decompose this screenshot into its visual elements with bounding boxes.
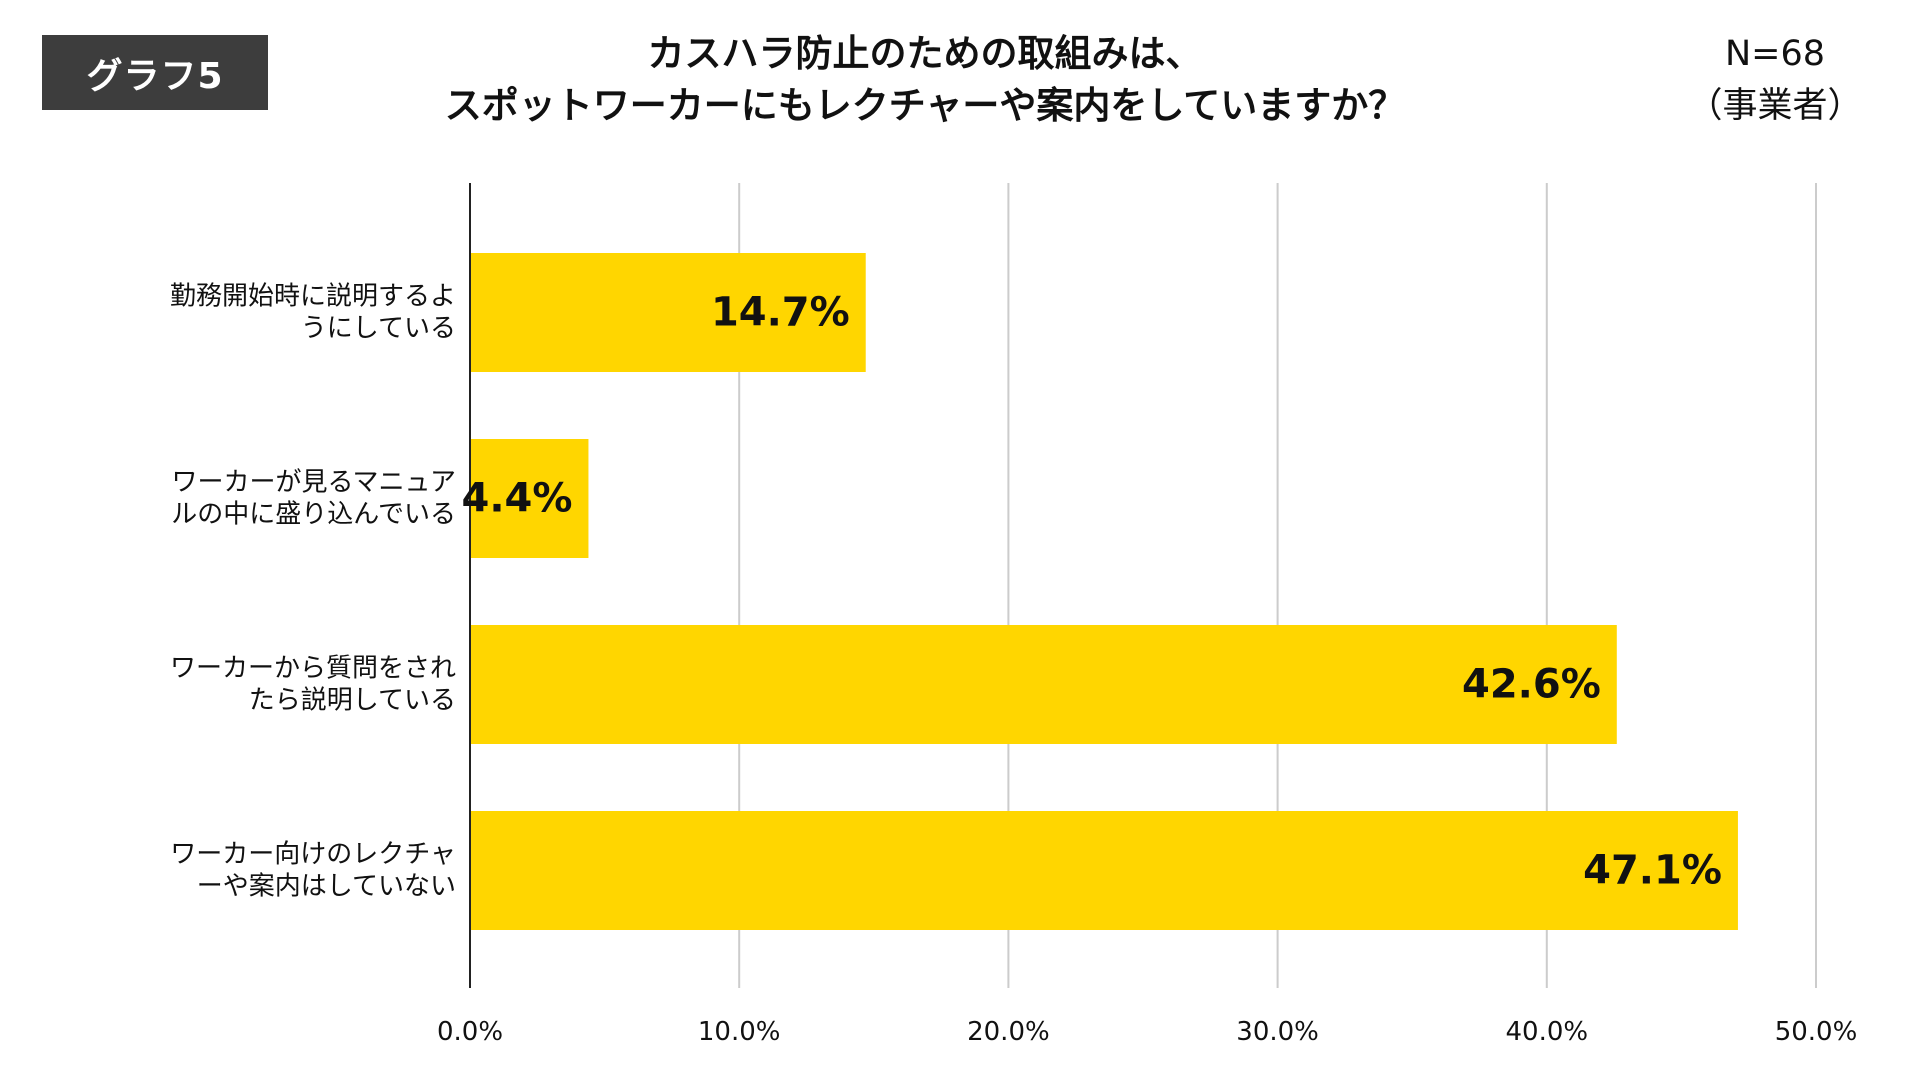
- sample-size: N=68: [1724, 34, 1826, 74]
- bar-3: [470, 625, 1617, 744]
- graph-number-label: グラフ5: [86, 55, 224, 97]
- x-tick-label-10: 10.0%: [698, 1017, 781, 1047]
- data-label-2: 4.4%: [462, 476, 573, 522]
- x-tick-label-30: 30.0%: [1236, 1017, 1319, 1047]
- x-tick-label-20: 20.0%: [967, 1017, 1050, 1047]
- chart-title-line-2: スポットワーカーにもレクチャーや案内をしていますか？: [444, 84, 1406, 127]
- bar-2: [470, 439, 589, 558]
- category-label-1-line-2: うにしている: [301, 314, 456, 344]
- category-label-2-line-2: ルの中に盛り込んでいる: [171, 500, 456, 530]
- x-tick-label-40: 40.0%: [1505, 1017, 1588, 1047]
- category-label-4-line-1: ワーカー向けのレクチャ: [170, 840, 456, 870]
- sample-size-info: N=68 （事業者）: [1660, 28, 1890, 132]
- category-label-1-line-1: 勤務開始時に説明するよ: [170, 282, 456, 312]
- data-label-4: 47.1%: [1583, 848, 1722, 894]
- bar-1: [470, 253, 866, 372]
- data-label-1: 14.7%: [711, 290, 850, 336]
- bar-4: [470, 811, 1738, 930]
- category-label-4-line-2: ーや案内はしていない: [197, 872, 456, 902]
- x-tick-label-0: 0.0%: [437, 1017, 503, 1047]
- data-label-3: 42.6%: [1462, 662, 1601, 708]
- chart-title: カスハラ防止のための取組みは、 スポットワーカーにもレクチャーや案内をしています…: [340, 28, 1510, 132]
- x-tick-label-50: 50.0%: [1775, 1017, 1858, 1047]
- category-label-3-line-2: たら説明している: [249, 686, 456, 716]
- graph-number-badge: グラフ5: [42, 35, 268, 110]
- category-label-3-line-1: ワーカーから質問をされ: [170, 654, 456, 684]
- category-label-2-line-1: ワーカーが見るマニュア: [172, 468, 456, 498]
- respondent-group: （事業者）: [1687, 86, 1863, 126]
- chart-title-line-1: カスハラ防止のための取組みは、: [647, 32, 1203, 75]
